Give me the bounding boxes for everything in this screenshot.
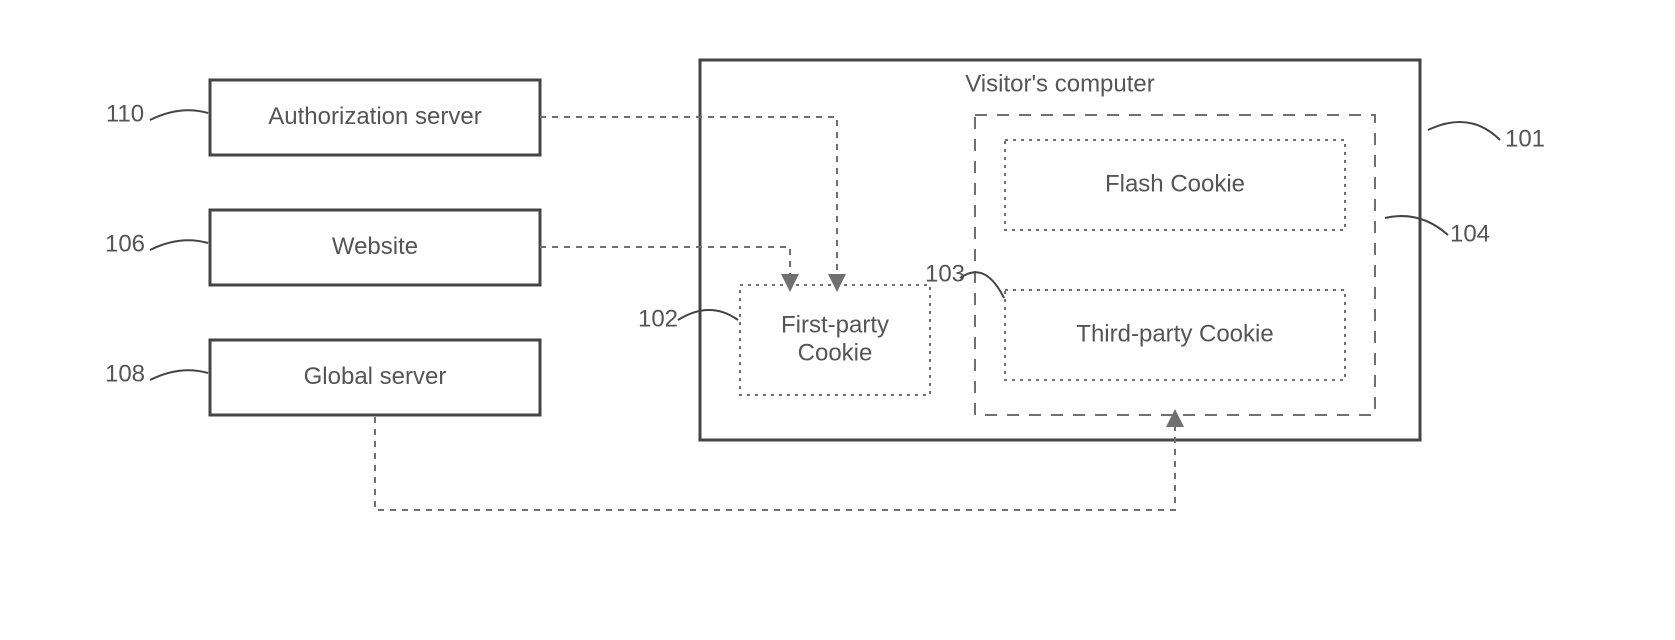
- svg-text:106: 106: [105, 230, 145, 257]
- first-party-cookie-label-line1: First-party: [781, 311, 889, 338]
- svg-text:110: 110: [106, 100, 144, 127]
- diagram-canvas: Visitor's computer Authorization server …: [0, 0, 1675, 640]
- edge-global-to-group: [375, 417, 1175, 510]
- svg-text:104: 104: [1450, 220, 1490, 247]
- global-server-label: Global server: [304, 363, 447, 390]
- ref-110: 110: [106, 100, 208, 127]
- svg-text:103: 103: [925, 260, 965, 287]
- svg-text:108: 108: [105, 360, 145, 387]
- svg-text:102: 102: [638, 305, 678, 332]
- ref-103: 103: [925, 260, 1004, 298]
- cookie-group-box: [975, 115, 1375, 415]
- first-party-cookie-label-line2: Cookie: [798, 339, 873, 366]
- ref-108: 108: [105, 360, 208, 387]
- ref-106: 106: [105, 230, 208, 257]
- ref-101: 101: [1428, 122, 1545, 152]
- auth-server-label: Authorization server: [268, 103, 481, 130]
- ref-104: 104: [1385, 216, 1490, 247]
- svg-text:101: 101: [1505, 125, 1545, 152]
- edge-website-to-first: [540, 247, 790, 284]
- visitor-title: Visitor's computer: [965, 70, 1155, 97]
- flash-cookie-label: Flash Cookie: [1105, 170, 1245, 197]
- third-party-cookie-label: Third-party Cookie: [1076, 320, 1273, 347]
- ref-102: 102: [638, 305, 738, 332]
- edge-auth-to-first: [540, 117, 837, 284]
- website-label: Website: [332, 233, 418, 260]
